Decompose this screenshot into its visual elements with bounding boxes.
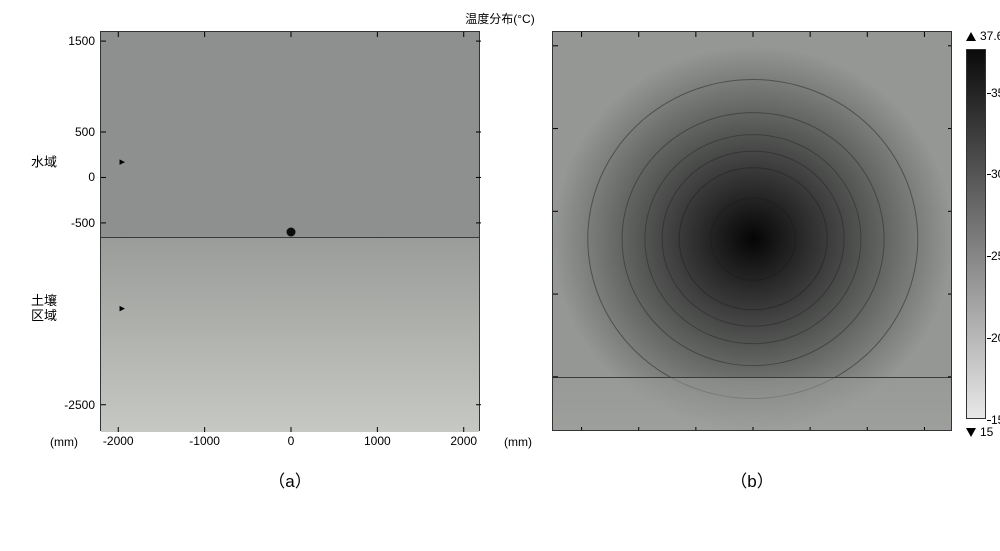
ytick: -560 (552, 122, 553, 136)
ytick: -2500 (64, 398, 101, 412)
xtick: 20 (803, 430, 816, 431)
ytick: -620 (552, 287, 553, 301)
xtick: -40 (630, 430, 647, 431)
figure: 温度分布(°C) -2500-50005001500-2000-10000100… (10, 10, 990, 492)
soil-strip (553, 377, 951, 431)
panel-b: -650-620-590-560-530-60-40-200204060 (mm… (552, 31, 952, 492)
water-label: 水域▸ (31, 152, 101, 171)
ytick: -590 (552, 204, 553, 218)
colorbar-min-label: 15 (980, 425, 993, 439)
xtick: -2000 (103, 430, 134, 448)
xtick: 1000 (364, 430, 391, 448)
soil-region (101, 237, 479, 432)
contour-line (587, 79, 918, 399)
panel-b-unit-label: (mm) (504, 435, 532, 449)
colorbar-tick: 20 (991, 331, 1000, 345)
colorbar-tick: 30 (991, 167, 1000, 181)
panel-b-plot: -650 -620 -590 -560 -530 -60 -40 -20 0 20 40 60 (552, 31, 952, 431)
xtick: 40 (861, 430, 874, 431)
colorbar: 37.6 1520253035 15 (966, 49, 990, 419)
panel-a-plot: -2500-50005001500-2000-1000010002000水域▸土… (100, 31, 480, 431)
xtick: -20 (687, 430, 704, 431)
triangle-up-icon (966, 32, 976, 41)
interface-line (553, 377, 951, 378)
colorbar-min-marker: 15 (966, 425, 993, 439)
ytick: -530 (552, 39, 553, 53)
ytick: -500 (71, 216, 101, 230)
colorbar-tick: 35 (991, 86, 1000, 100)
colorbar-tick: 25 (991, 249, 1000, 263)
xtick: 2000 (450, 430, 477, 448)
ytick: -650 (552, 370, 553, 384)
colorbar-max-label: 37.6 (980, 29, 1000, 43)
ytick: 0 (88, 170, 101, 184)
colorbar-max-marker: 37.6 (966, 29, 1000, 43)
panel-a: -2500-50005001500-2000-1000010002000水域▸土… (100, 31, 480, 492)
triangle-down-icon (966, 428, 976, 437)
xtick: 60 (918, 430, 931, 431)
xtick: -60 (573, 430, 590, 431)
soil-label: 土壤区域▸ (31, 294, 101, 324)
water-region (101, 32, 479, 237)
panel-a-unit-label: (mm) (50, 435, 78, 449)
xtick: -1000 (189, 430, 220, 448)
pointer-icon: ▸ (119, 303, 125, 316)
ytick: 500 (75, 125, 101, 139)
cable-marker (287, 228, 296, 237)
ytick: 1500 (68, 34, 101, 48)
xtick: 0 (288, 430, 295, 448)
water-soil-interface-line (101, 237, 479, 238)
xtick: 0 (750, 430, 757, 431)
pointer-icon: ▸ (119, 155, 125, 168)
figure-title: 温度分布(°C) (10, 10, 990, 31)
panel-b-caption: （b） (552, 431, 952, 492)
